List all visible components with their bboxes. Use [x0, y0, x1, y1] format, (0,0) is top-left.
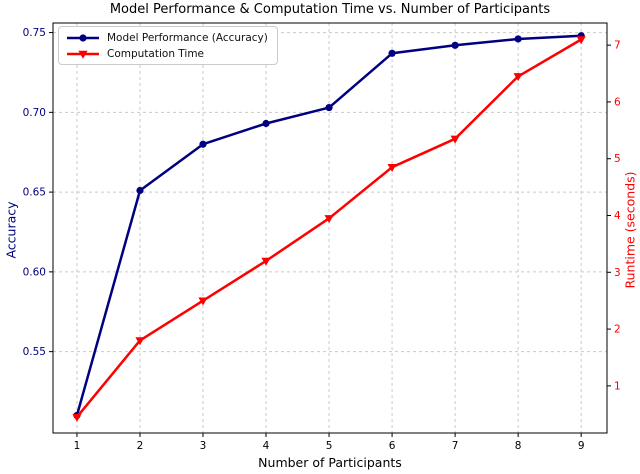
svg-text:4: 4: [614, 210, 621, 222]
svg-text:5: 5: [614, 153, 621, 165]
plot-border: [52, 22, 608, 434]
left-ticks: 0.55 0.60 0.65 0.70 0.75: [23, 27, 53, 358]
legend-label: Computation Time: [107, 47, 205, 60]
svg-text:0.65: 0.65: [23, 187, 46, 199]
x-axis-label: Number of Participants: [258, 455, 402, 470]
svg-text:0.75: 0.75: [23, 27, 46, 39]
x-gridlines: [76, 23, 582, 433]
y-gridlines: [53, 32, 607, 353]
svg-text:6: 6: [614, 96, 621, 108]
accuracy-line-marker-icon: [67, 33, 99, 42]
computation-time-line-marker-icon: [67, 50, 99, 59]
svg-text:3: 3: [200, 440, 207, 452]
svg-text:0.55: 0.55: [23, 346, 46, 358]
svg-text:3: 3: [614, 267, 621, 279]
svg-text:0.60: 0.60: [23, 266, 46, 278]
svg-text:1: 1: [74, 440, 81, 452]
chart-title: Model Performance & Computation Time vs.…: [109, 2, 551, 17]
svg-text:6: 6: [389, 440, 396, 452]
svg-text:7: 7: [614, 40, 621, 52]
svg-text:9: 9: [578, 440, 585, 452]
legend-item-accuracy: Model Performance (Accuracy): [66, 30, 268, 45]
legend: Model Performance (Accuracy) Computation…: [58, 26, 278, 65]
right-ticks: 1 2 3 4 5 6 7: [607, 40, 621, 392]
right-y-axis-label: Runtime (seconds): [622, 171, 638, 289]
svg-text:1: 1: [614, 380, 621, 392]
legend-label: Model Performance (Accuracy): [107, 31, 268, 44]
svg-text:4: 4: [263, 440, 270, 452]
svg-text:8: 8: [515, 440, 522, 452]
series-runtime: [72, 36, 586, 422]
legend-item-computation-time: Computation Time: [66, 46, 268, 61]
svg-text:7: 7: [452, 440, 459, 452]
x-ticks: 1 2 3 4 5 6 7 8 9: [74, 433, 585, 452]
left-y-axis-label: Accuracy: [3, 201, 19, 259]
svg-text:0.70: 0.70: [23, 107, 46, 119]
svg-text:2: 2: [614, 324, 621, 336]
svg-text:5: 5: [326, 440, 333, 452]
svg-text:2: 2: [137, 440, 144, 452]
